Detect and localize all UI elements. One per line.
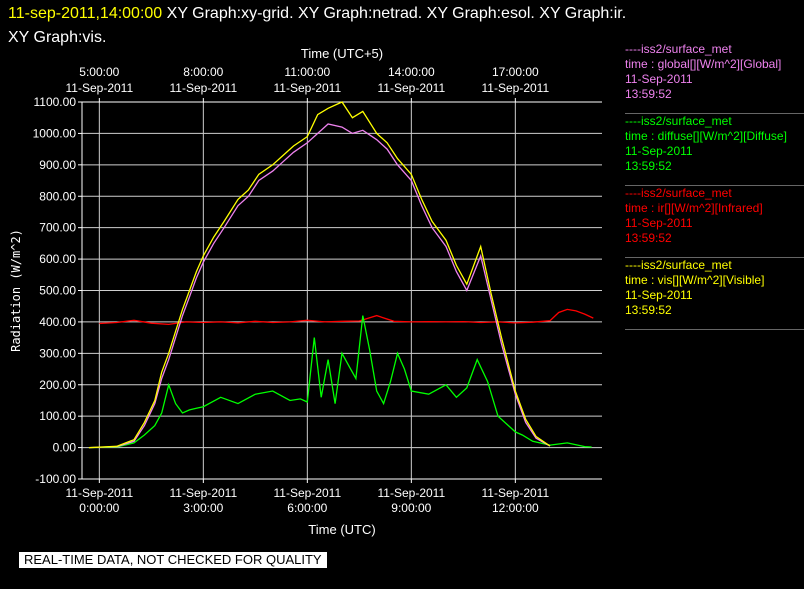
legend-source: ----iss2/surface_met — [625, 258, 732, 272]
top-tick-label-date: 11-Sep-2011 — [170, 81, 238, 95]
series-line — [88, 315, 592, 449]
series-line — [88, 101, 551, 449]
legend-variable: time : global[][W/m^2][Global] — [625, 57, 782, 71]
top-tick-label-time: 14:00:00 — [388, 65, 435, 79]
x-tick-label-date: 11-Sep-2011 — [274, 486, 342, 500]
top-tick-label-time: 11:00:00 — [284, 65, 330, 79]
y-tick-label: 700.00 — [39, 221, 76, 235]
series-line — [99, 308, 594, 326]
header-graph-list: XY Graph:xy-grid. XY Graph:netrad. XY Gr… — [166, 5, 627, 22]
header: 11-sep-2011,14:00:00 XY Graph:xy-grid. X… — [8, 2, 798, 50]
x-axis-title: Time (UTC) — [308, 522, 375, 537]
x-tick-label-date: 11-Sep-2011 — [482, 486, 550, 500]
y-tick-label: -100.00 — [35, 472, 76, 486]
y-tick-label: 0.00 — [53, 441, 77, 455]
legend-time: 13:59:52 — [625, 231, 672, 245]
y-tick-label: 100.00 — [39, 409, 76, 423]
top-tick-label-time: 17:00:00 — [492, 65, 539, 79]
legend-source: ----iss2/surface_met — [625, 42, 732, 56]
y-tick-label: 500.00 — [39, 284, 76, 298]
top-tick-label-time: 5:00:00 — [79, 65, 119, 79]
x-tick-label-time: 3:00:00 — [183, 501, 223, 515]
legend-entry: ----iss2/surface_met time : ir[][W/m^2][I… — [625, 186, 804, 257]
quality-notice: REAL-TIME DATA, NOT CHECKED FOR QUALITY — [19, 552, 327, 568]
series-line — [88, 123, 551, 449]
x-tick-label-time: 12:00:00 — [492, 501, 539, 515]
top-tick-label-date: 11-Sep-2011 — [482, 81, 550, 95]
legend-separator — [625, 185, 804, 186]
top-tick-label-time: 8:00:00 — [183, 65, 223, 79]
top-tick-label-date: 11-Sep-2011 — [378, 81, 446, 95]
x-tick-label-date: 11-Sep-2011 — [378, 486, 446, 500]
legend-entry: ----iss2/surface_met time : vis[][W/m^2][… — [625, 258, 804, 329]
top-axis-title: Time (UTC+5) — [301, 46, 383, 61]
legend-entry: ----iss2/surface_met time : global[][W/m^… — [625, 42, 804, 113]
legend-date: 11-Sep-2011 — [625, 72, 693, 86]
legend-variable: time : ir[][W/m^2][Infrared] — [625, 201, 763, 215]
y-axis-title: Radiation (W/m^2) — [9, 229, 23, 352]
legend-date: 11-Sep-2011 — [625, 216, 693, 230]
legend-separator — [625, 257, 804, 258]
y-tick-label: 600.00 — [39, 252, 76, 266]
x-tick-label-time: 0:00:00 — [79, 501, 119, 515]
y-tick-label: 1000.00 — [33, 126, 77, 140]
y-tick-label: 200.00 — [39, 378, 76, 392]
legend-separator — [625, 113, 804, 114]
legend-source: ----iss2/surface_met — [625, 186, 732, 200]
legend-variable: time : vis[][W/m^2][Visible] — [625, 273, 765, 287]
legend-source: ----iss2/surface_met — [625, 114, 732, 128]
header-graph-list-2: XY Graph:vis. — [8, 29, 107, 46]
header-timestamp: 11-sep-2011,14:00:00 — [8, 5, 163, 22]
y-tick-label: 300.00 — [39, 346, 76, 360]
y-tick-label: 800.00 — [39, 189, 76, 203]
legend-date: 11-Sep-2011 — [625, 288, 693, 302]
x-tick-label-date: 11-Sep-2011 — [170, 486, 238, 500]
top-tick-label-date: 11-Sep-2011 — [274, 81, 342, 95]
y-tick-label: 1100.00 — [34, 95, 77, 109]
legend-entry: ----iss2/surface_met time : diffuse[][W/m… — [625, 114, 804, 185]
legend-time: 13:59:52 — [625, 303, 672, 317]
y-tick-label: 400.00 — [39, 315, 76, 329]
y-tick-label: 900.00 — [39, 158, 76, 172]
legend-date: 11-Sep-2011 — [625, 144, 693, 158]
legend: ----iss2/surface_met time : global[][W/m^… — [625, 42, 804, 330]
legend-variable: time : diffuse[][W/m^2][Diffuse] — [625, 129, 787, 143]
legend-time: 13:59:52 — [625, 159, 672, 173]
x-tick-label-time: 6:00:00 — [287, 501, 327, 515]
legend-separator — [625, 329, 804, 330]
legend-time: 13:59:52 — [625, 87, 672, 101]
x-tick-label-time: 9:00:00 — [391, 501, 431, 515]
top-tick-label-date: 11-Sep-2011 — [66, 81, 134, 95]
x-tick-label-date: 11-Sep-2011 — [66, 486, 134, 500]
